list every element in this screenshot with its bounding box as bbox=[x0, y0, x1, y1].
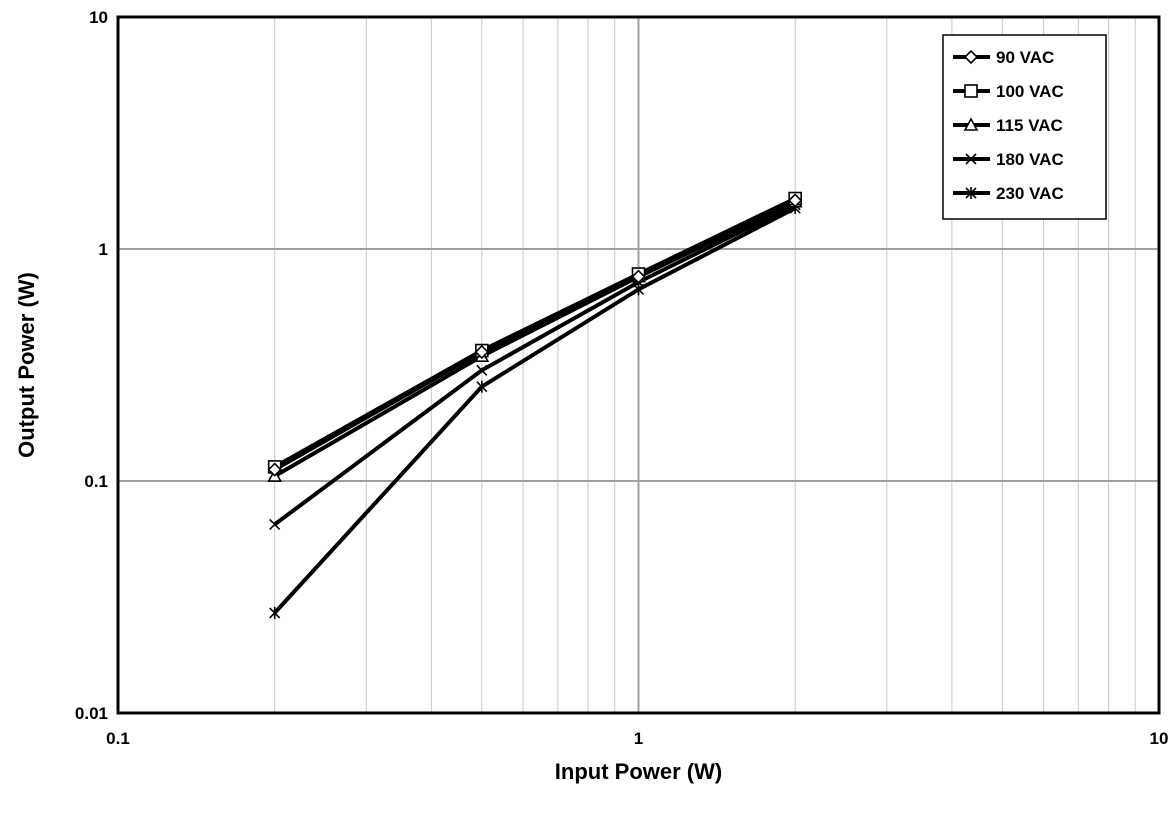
data-point-triangle bbox=[963, 117, 979, 131]
legend-item: 100 VAC bbox=[953, 82, 1064, 101]
data-point-star bbox=[269, 606, 281, 619]
series-line bbox=[273, 203, 797, 527]
data-point-diamond bbox=[267, 462, 282, 477]
data-point-diamond bbox=[963, 49, 979, 65]
data-point-star bbox=[965, 187, 977, 199]
series-line bbox=[273, 206, 797, 615]
legend-item: 115 VAC bbox=[953, 116, 1063, 135]
legend-label: 230 VAC bbox=[996, 184, 1064, 203]
x-tick-label: 0.1 bbox=[106, 729, 130, 748]
data-point-x bbox=[476, 364, 488, 376]
legend-label: 90 VAC bbox=[996, 48, 1054, 67]
y-axis-title: Output Power (W) bbox=[14, 272, 39, 458]
legend-label: 180 VAC bbox=[996, 150, 1064, 169]
marker-stroke bbox=[965, 153, 977, 165]
legend-item: 230 VAC bbox=[953, 184, 1064, 203]
y-tick-label: 0.1 bbox=[84, 472, 108, 491]
legend-label: 115 VAC bbox=[996, 116, 1063, 135]
legend: 90 VAC 100 VAC 115 VAC 180 VAC 230 VAC bbox=[942, 34, 1107, 220]
x-tick-label: 10 bbox=[1150, 729, 1169, 748]
y-tick-label: 1 bbox=[99, 240, 108, 259]
legend-label: 100 VAC bbox=[996, 82, 1064, 101]
data-point-star bbox=[476, 380, 488, 393]
data-point-diamond bbox=[788, 193, 803, 208]
series-layer bbox=[267, 191, 803, 619]
tick-labels: 0.1 1 10 0.01 0.1 1 10 bbox=[75, 8, 1169, 748]
data-point-x bbox=[965, 153, 977, 165]
y-tick-label: 10 bbox=[89, 8, 108, 27]
data-point-x bbox=[269, 518, 281, 530]
legend-item: 90 VAC bbox=[953, 48, 1054, 67]
marker-stroke bbox=[476, 364, 488, 376]
legend-item: 180 VAC bbox=[953, 150, 1064, 169]
y-tick-label: 0.01 bbox=[75, 704, 108, 723]
grid bbox=[118, 17, 1159, 713]
series-line bbox=[273, 198, 797, 472]
x-axis-title: Input Power (W) bbox=[555, 759, 722, 784]
data-point-diamond bbox=[631, 269, 646, 284]
marker-stroke bbox=[269, 518, 281, 530]
plot-area-frame bbox=[116, 15, 1161, 715]
data-point-diamond bbox=[474, 344, 489, 360]
x-tick-label: 1 bbox=[634, 729, 643, 748]
data-point-square bbox=[964, 84, 978, 98]
